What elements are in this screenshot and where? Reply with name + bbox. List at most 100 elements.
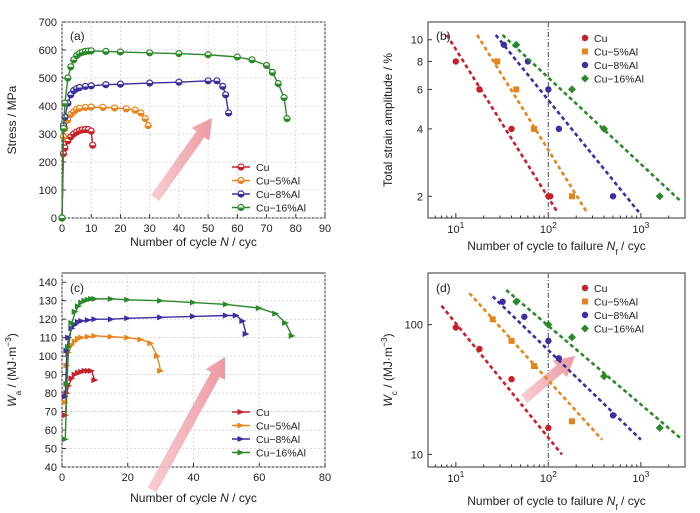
legend-marker-fill <box>238 207 244 211</box>
y-tick-label: 8 <box>417 56 423 68</box>
data-point <box>61 436 69 443</box>
series-Cu-5%Al <box>468 292 603 441</box>
y-tick-label: 90 <box>45 370 57 382</box>
data-point-fill <box>284 118 291 122</box>
data-point-fill <box>117 84 124 88</box>
series-Cu-8%Al <box>58 77 233 222</box>
data-point <box>91 332 99 339</box>
x-tick-label: 40 <box>187 472 199 484</box>
data-point <box>137 336 145 343</box>
data-point <box>547 193 554 200</box>
legend-marker-fill <box>238 167 244 170</box>
y-tick-label: 100 <box>39 185 57 197</box>
data-point-fill <box>67 94 74 98</box>
data-point <box>124 296 132 303</box>
data-point <box>239 318 247 325</box>
y-tick-label: 10 <box>411 449 423 461</box>
data-point <box>78 318 86 325</box>
data-point-fill <box>263 65 270 69</box>
y-axis-label: Stress / MPa <box>5 85 19 154</box>
x-tick-label: 40 <box>173 223 185 235</box>
x-tick-label: 102 <box>540 469 557 485</box>
data-point <box>655 192 664 201</box>
y-tick-label: 110 <box>39 333 57 345</box>
data-point <box>68 319 76 326</box>
legend-marker <box>581 34 589 42</box>
data-point <box>63 380 71 387</box>
legend-marker <box>581 311 589 319</box>
data-point-fill <box>60 128 67 132</box>
y-tick-label: 50 <box>45 444 57 456</box>
plot-frame <box>427 272 686 468</box>
x-tick-label: 10 <box>85 223 97 235</box>
data-point <box>153 353 161 360</box>
data-point <box>107 316 115 323</box>
data-point-fill <box>59 218 65 221</box>
data-point <box>288 332 296 339</box>
series-line <box>64 335 162 403</box>
series-Cu-8%Al <box>494 34 640 213</box>
y-tick-label: 100 <box>39 351 57 363</box>
fit-line <box>501 34 682 203</box>
series-Cu-16%Al <box>501 34 682 203</box>
data-point-fill <box>137 113 144 116</box>
data-point <box>91 316 99 323</box>
data-point <box>190 313 197 320</box>
fit-line <box>445 34 559 213</box>
data-point-fill <box>146 83 153 87</box>
x-tick-label: 0 <box>59 223 65 235</box>
data-point <box>232 312 240 319</box>
data-point-fill <box>111 107 118 111</box>
data-point <box>107 295 115 302</box>
x-tick-label: 80 <box>290 223 302 235</box>
x-tick-label: 20 <box>114 223 126 235</box>
data-point <box>499 298 506 305</box>
y-tick-label: 2 <box>417 191 423 203</box>
data-point <box>508 337 515 344</box>
data-point <box>512 40 521 49</box>
y-axis-label: Total strain amplitude / % <box>381 53 395 187</box>
data-point-fill <box>89 145 96 149</box>
data-point <box>107 333 115 340</box>
legend-marker-fill <box>238 194 244 197</box>
data-point-fill <box>123 108 130 112</box>
x-tick-label: 0 <box>59 472 65 484</box>
data-point <box>531 125 538 132</box>
y-tick-label: 80 <box>45 388 57 400</box>
y-tick-label: 70 <box>45 407 57 419</box>
y-tick-label: 600 <box>39 45 57 57</box>
data-point <box>74 303 82 310</box>
series-line <box>61 106 149 219</box>
legend-marker <box>581 61 589 69</box>
data-point <box>84 317 92 324</box>
trend-arrow <box>150 118 212 201</box>
data-point-fill <box>205 80 212 84</box>
data-point <box>452 324 460 331</box>
data-point <box>222 312 230 319</box>
data-point <box>157 314 165 321</box>
fit-line <box>440 304 563 456</box>
data-point <box>567 333 576 342</box>
data-point-fill <box>269 72 276 76</box>
y-tick-label: 200 <box>39 157 57 169</box>
x-tick-label: 80 <box>319 472 331 484</box>
data-point <box>65 334 73 341</box>
data-point-fill <box>117 51 124 55</box>
data-point <box>500 41 508 48</box>
series-Cu <box>61 367 99 419</box>
data-point-fill <box>225 113 232 116</box>
trend-arrow <box>520 356 575 403</box>
y-axis-label: Wa / (MJ·m−3) <box>3 333 23 407</box>
data-point <box>61 412 69 419</box>
data-point-fill <box>67 114 74 118</box>
data-point-fill <box>175 53 182 57</box>
trend-arrow <box>147 357 226 493</box>
x-tick-label: 70 <box>260 223 272 235</box>
data-point <box>68 375 76 382</box>
data-point <box>513 86 520 93</box>
data-point <box>272 310 280 317</box>
series-Cu <box>440 304 563 456</box>
legend-label: Cu−8%Al <box>256 434 300 446</box>
data-point <box>600 372 609 381</box>
